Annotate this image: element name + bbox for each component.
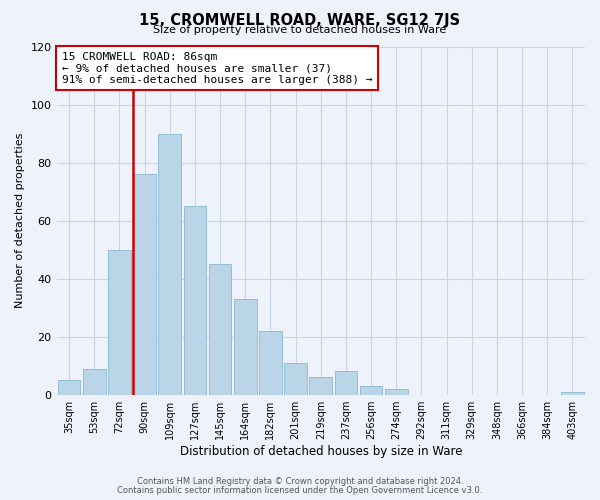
Bar xyxy=(385,389,407,394)
Bar xyxy=(209,264,232,394)
Bar xyxy=(184,206,206,394)
Text: Contains HM Land Registry data © Crown copyright and database right 2024.: Contains HM Land Registry data © Crown c… xyxy=(137,477,463,486)
Bar xyxy=(83,368,106,394)
Bar xyxy=(310,378,332,394)
Bar xyxy=(360,386,382,394)
Y-axis label: Number of detached properties: Number of detached properties xyxy=(15,133,25,308)
Bar xyxy=(158,134,181,394)
Bar xyxy=(234,299,257,394)
Bar xyxy=(259,331,282,394)
Bar xyxy=(133,174,156,394)
Bar xyxy=(335,372,357,394)
Text: 15 CROMWELL ROAD: 86sqm
← 9% of detached houses are smaller (37)
91% of semi-det: 15 CROMWELL ROAD: 86sqm ← 9% of detached… xyxy=(62,52,373,85)
X-axis label: Distribution of detached houses by size in Ware: Distribution of detached houses by size … xyxy=(179,444,462,458)
Text: Contains public sector information licensed under the Open Government Licence v3: Contains public sector information licen… xyxy=(118,486,482,495)
Text: Size of property relative to detached houses in Ware: Size of property relative to detached ho… xyxy=(154,25,446,35)
Text: 15, CROMWELL ROAD, WARE, SG12 7JS: 15, CROMWELL ROAD, WARE, SG12 7JS xyxy=(139,12,461,28)
Bar xyxy=(108,250,131,394)
Bar xyxy=(561,392,584,394)
Bar xyxy=(284,363,307,394)
Bar xyxy=(58,380,80,394)
